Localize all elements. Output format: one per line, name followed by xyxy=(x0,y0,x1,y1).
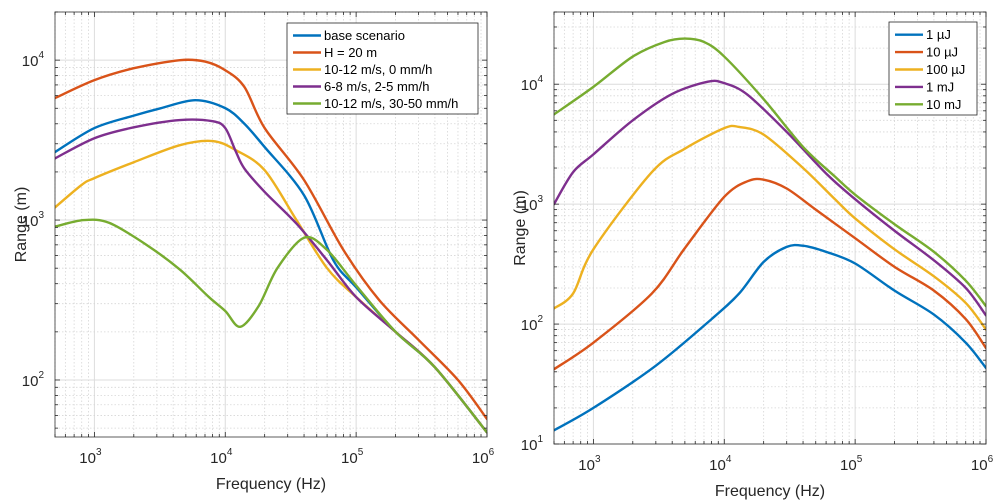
right-series-10-mj xyxy=(554,37,986,308)
left-series-base-scenario xyxy=(55,98,487,434)
right-legend-item: 1 mJ xyxy=(895,79,954,94)
right-chart: 103 104 105 106 101 102 103 104 Frequency (Hz)… xyxy=(512,11,994,500)
left-legend-item: 10-12 m/s, 30-50 mm/h xyxy=(293,96,458,111)
right-series-10-j xyxy=(554,177,986,371)
left-legend-item: 10-12 m/s, 0 mm/h xyxy=(293,62,432,77)
left-legend-label: 6-8 m/s, 2-5 mm/h xyxy=(324,79,429,94)
right-series-group xyxy=(554,37,986,432)
right-y-tick-label: 104 xyxy=(521,74,544,94)
right-x-tick-label: 106 xyxy=(971,454,994,474)
right-ticks xyxy=(553,11,987,445)
left-legend-label: 10-12 m/s, 30-50 mm/h xyxy=(324,96,458,111)
right-y-tick-label: 101 xyxy=(521,434,544,454)
right-legend-label: 10 mJ xyxy=(926,97,961,112)
left-y-tick-label: 104 xyxy=(22,50,45,70)
left-legend: base scenario H = 20 m 10-12 m/s, 0 mm/h 6-… xyxy=(286,22,479,115)
left-series-group xyxy=(55,58,487,434)
left-axes-box xyxy=(54,11,488,438)
left-legend-item: 6-8 m/s, 2-5 mm/h xyxy=(293,79,429,94)
left-series-10-12-m-s-0-mm-h xyxy=(55,139,487,434)
right-y-tick-labels: 101 102 103 104 xyxy=(521,74,544,454)
left-chart: 103 104 105 106 102 103 104 Frequency (Hz) Ra… xyxy=(13,11,495,493)
left-legend-label: H = 20 m xyxy=(324,45,377,60)
right-legend-item: 100 µJ xyxy=(895,62,965,77)
right-series-100-j xyxy=(554,124,986,331)
right-legend-item: 10 µJ xyxy=(895,45,958,60)
left-x-tick-labels: 103 104 105 106 xyxy=(79,447,494,467)
left-x-tick-label: 106 xyxy=(472,447,495,467)
right-x-tick-label: 105 xyxy=(840,454,863,474)
right-legend-label: 10 µJ xyxy=(926,45,958,60)
right-legend-label: 1 mJ xyxy=(926,79,954,94)
left-legend-label: base scenario xyxy=(324,28,405,43)
right-legend-item: 1 µJ xyxy=(895,27,951,42)
left-legend-item: H = 20 m xyxy=(293,45,377,60)
left-legend-label: 10-12 m/s, 0 mm/h xyxy=(324,62,432,77)
right-legend-label: 100 µJ xyxy=(926,62,965,77)
left-x-axis-label: Frequency (Hz) xyxy=(216,476,326,493)
right-y-axis-label: Range (m) xyxy=(512,190,529,266)
left-y-axis-label: Range (m) xyxy=(13,187,30,263)
right-legend-label: 1 µJ xyxy=(926,27,951,42)
left-y-tick-label: 102 xyxy=(22,370,45,390)
right-y-tick-label: 102 xyxy=(521,314,544,334)
left-ticks xyxy=(54,11,488,437)
right-y-tick-label: 103 xyxy=(521,194,544,214)
right-x-axis-label: Frequency (Hz) xyxy=(715,483,825,500)
right-series-1-j xyxy=(554,243,986,432)
right-series-1-mj xyxy=(554,79,986,317)
left-x-tick-label: 104 xyxy=(210,447,233,467)
left-series-h-20-m xyxy=(55,58,487,421)
left-y-tick-labels: 102 103 104 xyxy=(22,50,45,390)
right-x-tick-labels: 103 104 105 106 xyxy=(578,454,993,474)
left-y-tick-label: 103 xyxy=(22,210,45,230)
right-axes-box xyxy=(553,11,987,445)
right-legend-item: 10 mJ xyxy=(895,97,961,112)
right-x-tick-label: 103 xyxy=(578,454,601,474)
right-legend: 1 µJ 10 µJ 100 µJ 1 mJ 10 mJ xyxy=(888,21,978,116)
left-x-tick-label: 103 xyxy=(79,447,102,467)
left-series-10-12-m-s-30-50-mm-h xyxy=(55,218,487,434)
left-legend-item: base scenario xyxy=(293,28,405,43)
left-x-tick-label: 105 xyxy=(341,447,364,467)
right-x-tick-label: 104 xyxy=(709,454,732,474)
